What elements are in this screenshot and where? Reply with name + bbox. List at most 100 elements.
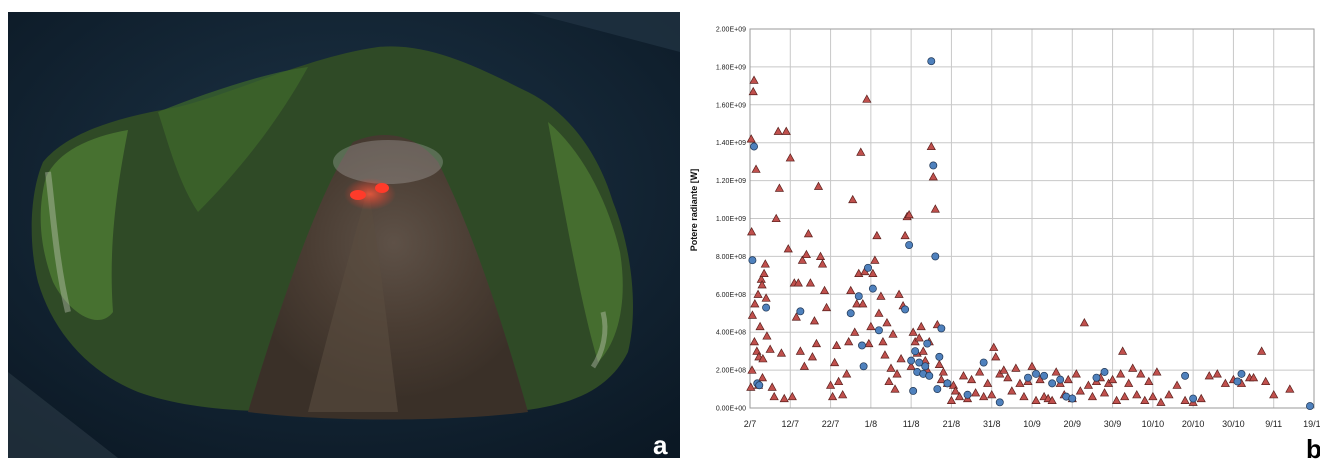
- circle-point: [1040, 372, 1047, 379]
- triangle-point: [796, 347, 804, 354]
- triangle-point: [1213, 370, 1221, 377]
- circle-point: [1181, 372, 1188, 379]
- circle-point: [908, 357, 915, 364]
- circle-point: [996, 399, 1003, 406]
- circle-point: [797, 308, 804, 315]
- circle-point: [902, 306, 909, 313]
- triangle-point: [939, 368, 947, 375]
- circle-point: [936, 353, 943, 360]
- triangle-point: [843, 370, 851, 377]
- triangle-point: [1141, 396, 1149, 403]
- circle-point: [860, 363, 867, 370]
- triangle-point: [784, 245, 792, 252]
- triangle-point: [931, 205, 939, 212]
- triangle-point: [1012, 364, 1020, 371]
- triangle-point: [1076, 387, 1084, 394]
- x-tick-label: 10/10: [1142, 419, 1165, 429]
- circle-point: [932, 253, 939, 260]
- triangle-point: [1004, 374, 1012, 381]
- triangle-point: [1137, 370, 1145, 377]
- triangle-point: [1165, 391, 1173, 398]
- triangle-point: [917, 323, 925, 330]
- triangle-point: [1125, 379, 1133, 386]
- circle-point: [910, 387, 917, 394]
- y-tick-label: 1.80E+09: [716, 64, 746, 71]
- triangle-point: [1109, 376, 1117, 383]
- x-tick-label: 30/9: [1104, 419, 1122, 429]
- triangle-point: [750, 338, 758, 345]
- triangle-point: [752, 165, 760, 172]
- circle-point: [763, 304, 770, 311]
- circle-point: [756, 382, 763, 389]
- triangle-point: [883, 319, 891, 326]
- triangle-point: [823, 304, 831, 311]
- triangle-point: [1258, 347, 1266, 354]
- y-tick-label: 1.20E+09: [716, 178, 746, 185]
- triangle-point: [802, 251, 810, 258]
- triangle-point: [762, 294, 770, 301]
- triangle-point: [821, 287, 829, 294]
- triangle-point: [831, 359, 839, 366]
- circle-point: [749, 257, 756, 264]
- triangle-point: [808, 353, 816, 360]
- triangle-point: [761, 260, 769, 267]
- triangle-point: [1080, 319, 1088, 326]
- triangle-point: [871, 256, 879, 263]
- circle-point: [1069, 395, 1076, 402]
- panel-label-a: a: [653, 432, 667, 458]
- triangle-point: [968, 376, 976, 383]
- volcano-island-image: [8, 12, 680, 458]
- y-axis-label: Potere radiante [W]: [689, 169, 699, 252]
- x-tick-label: 10/9: [1023, 419, 1041, 429]
- circle-point: [1057, 376, 1064, 383]
- circle-point: [847, 310, 854, 317]
- panel-label-b: b: [1306, 436, 1320, 462]
- x-tick-label: 20/10: [1182, 419, 1205, 429]
- triangle-point: [806, 279, 814, 286]
- x-tick-label: 19/11: [1303, 419, 1320, 429]
- triangle-point: [927, 142, 935, 149]
- triangle-point: [859, 300, 867, 307]
- triangle-point: [875, 309, 883, 316]
- triangle-point: [756, 323, 764, 330]
- y-tick-label: 4.00E+08: [716, 330, 746, 337]
- triangle-point: [929, 173, 937, 180]
- triangle-point: [768, 383, 776, 390]
- triangle-point: [847, 287, 855, 294]
- triangle-point: [1173, 381, 1181, 388]
- circle-point: [750, 143, 757, 150]
- x-tick-label: 22/7: [822, 419, 840, 429]
- triangle-point: [1052, 368, 1060, 375]
- triangle-point: [751, 300, 759, 307]
- triangle-point: [1064, 376, 1072, 383]
- triangle-point: [857, 148, 865, 155]
- triangle-point: [1270, 391, 1278, 398]
- x-tick-label: 12/7: [782, 419, 800, 429]
- circle-point: [922, 363, 929, 370]
- triangle-point: [800, 362, 808, 369]
- x-tick-label: 31/8: [983, 419, 1001, 429]
- triangle-point: [1032, 396, 1040, 403]
- triangle-point: [1133, 391, 1141, 398]
- triangle-point: [819, 260, 827, 267]
- triangle-point: [1121, 393, 1129, 400]
- y-tick-label: 2.00E+09: [716, 27, 746, 34]
- triangle-point: [889, 330, 897, 337]
- circle-point: [1093, 374, 1100, 381]
- triangle-point: [1149, 393, 1157, 400]
- triangle-point: [812, 340, 820, 347]
- triangle-point: [1197, 395, 1205, 402]
- triangle-point: [1262, 377, 1270, 384]
- series-circles: [749, 58, 1314, 410]
- triangle-point: [814, 182, 822, 189]
- triangle-point: [786, 154, 794, 161]
- triangle-point: [873, 232, 881, 239]
- triangle-point: [960, 372, 968, 379]
- y-tick-label: 0.00E+00: [716, 406, 746, 413]
- triangle-point: [867, 323, 875, 330]
- y-tick-label: 2.00E+08: [716, 368, 746, 375]
- triangle-point: [1028, 362, 1036, 369]
- triangle-point: [763, 332, 771, 339]
- triangle-point: [881, 351, 889, 358]
- triangle-point: [1119, 347, 1127, 354]
